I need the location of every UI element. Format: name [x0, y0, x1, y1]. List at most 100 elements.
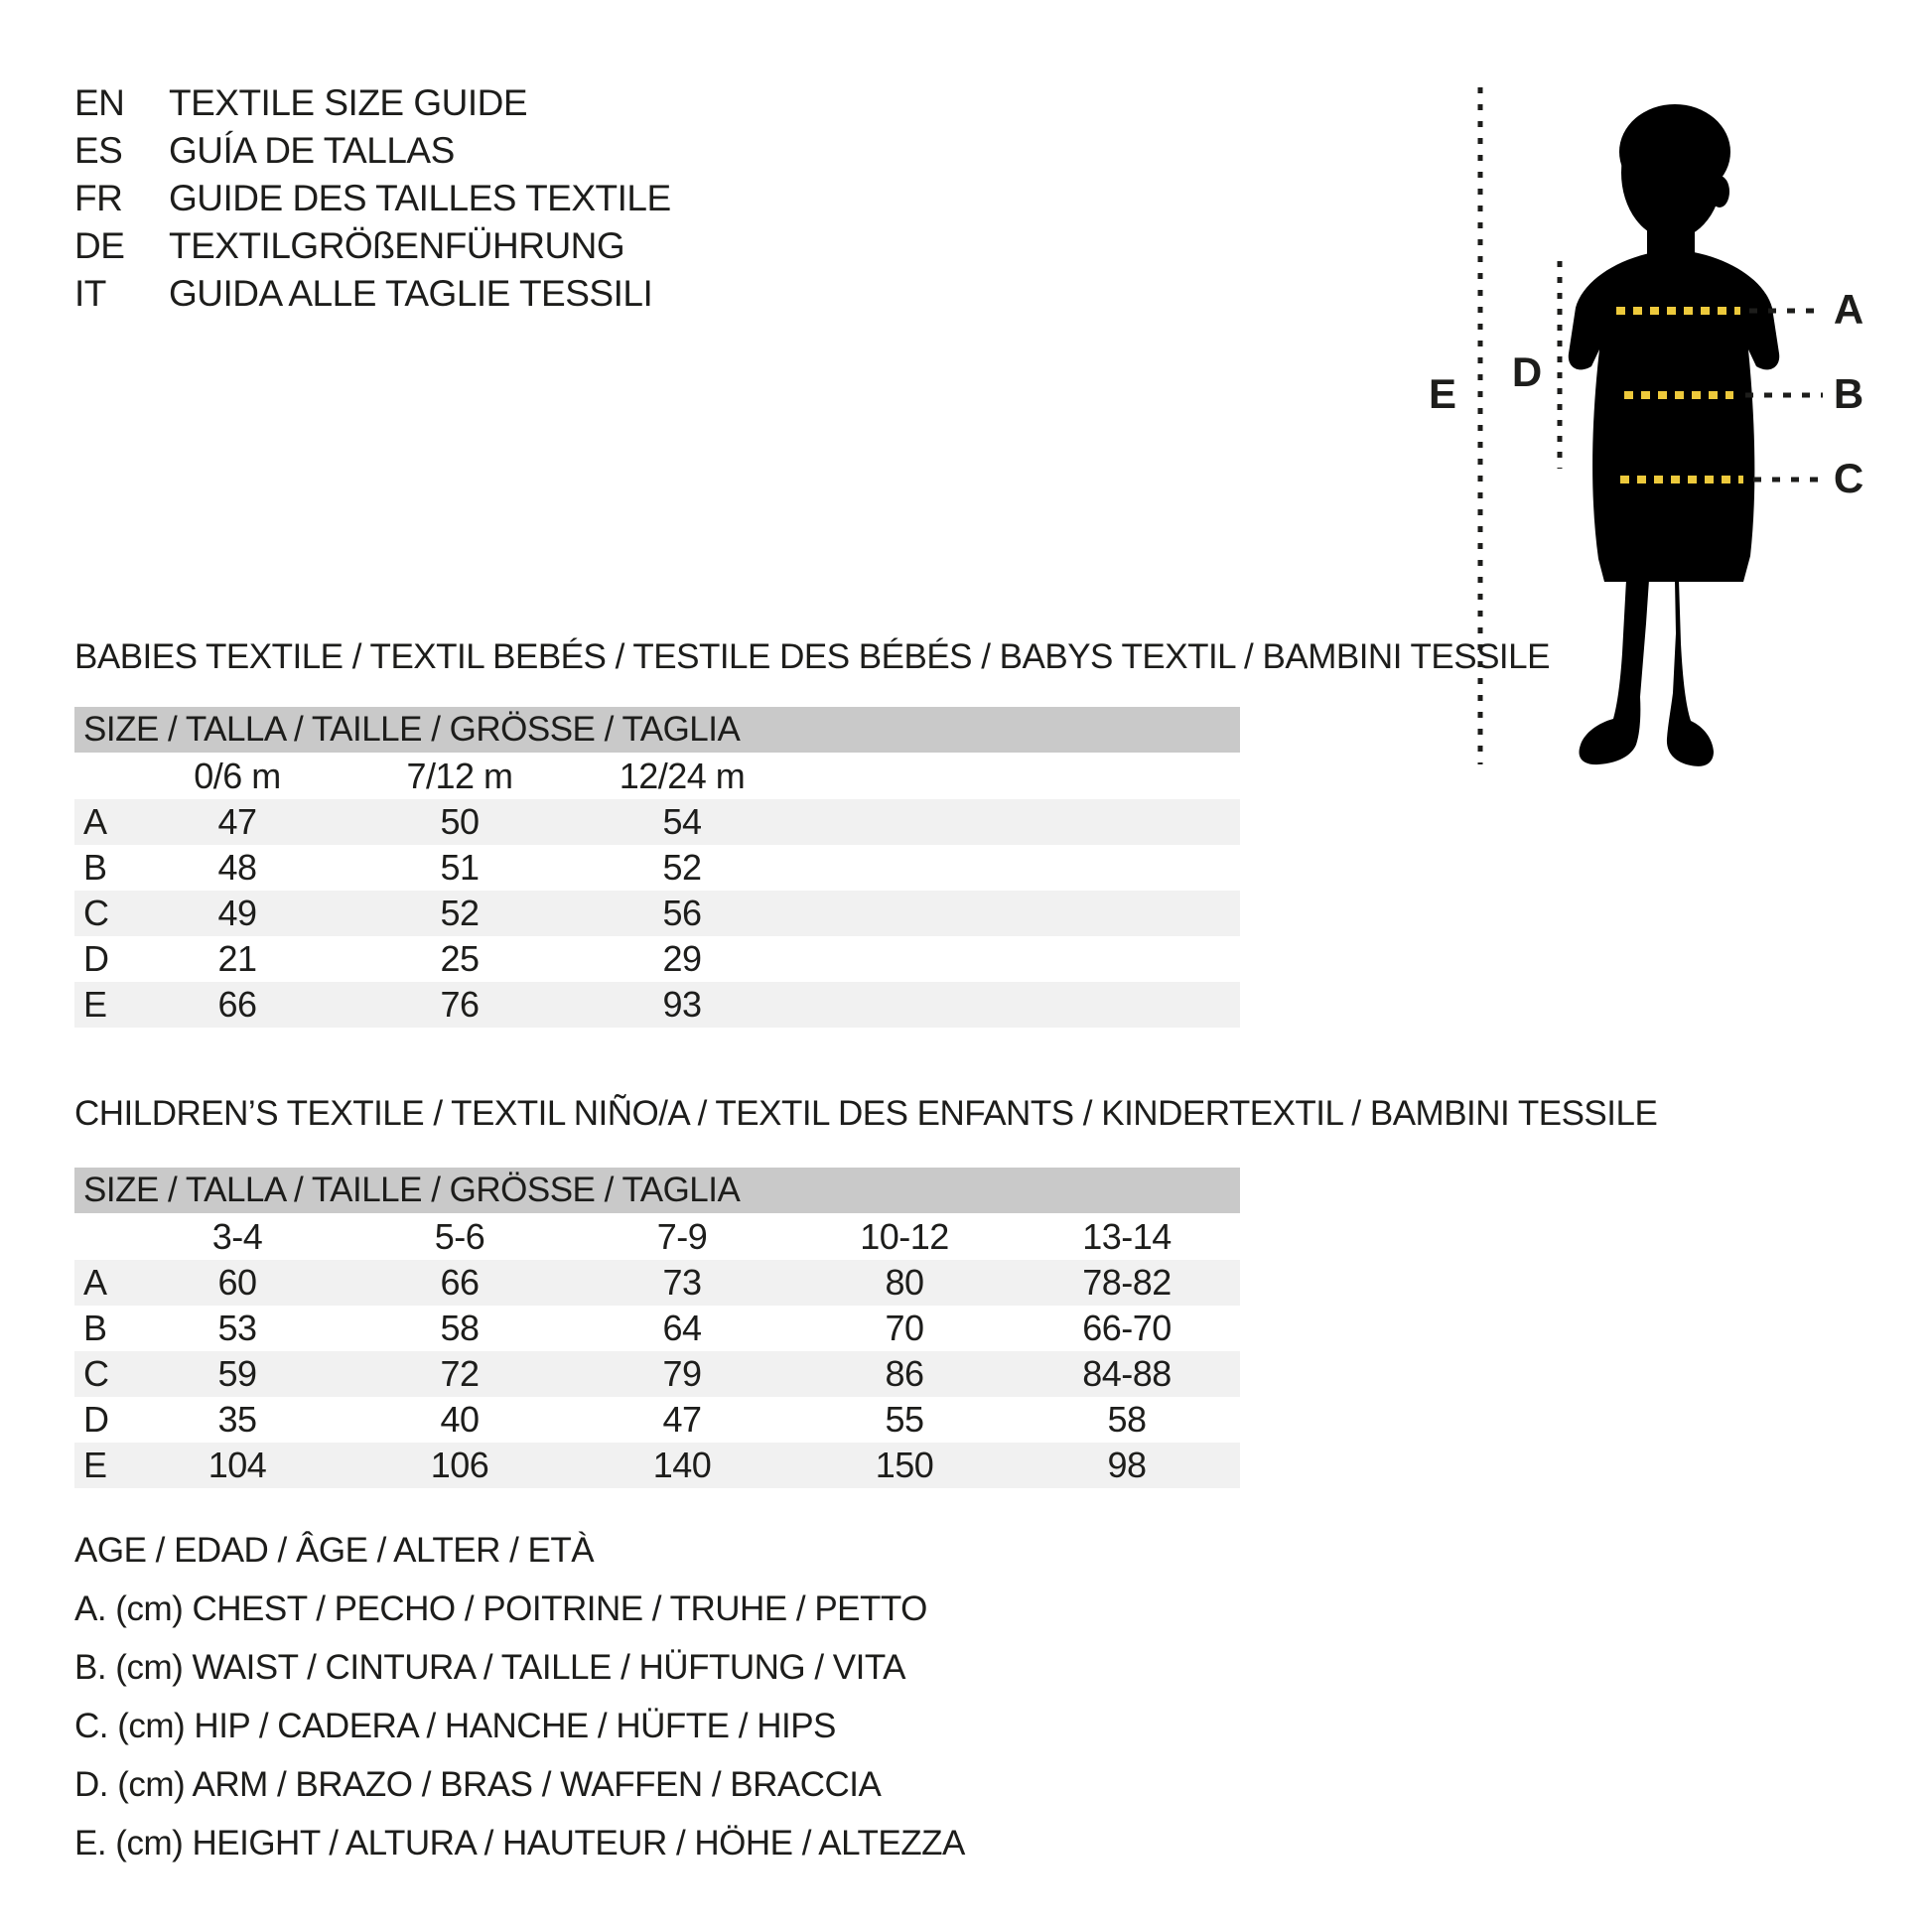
language-row-de: DE TEXTILGRÖßENFÜHRUNG	[74, 222, 671, 270]
row-label: B	[83, 1308, 107, 1348]
legend-line-height: E. (cm) HEIGHT / ALTURA / HAUTEUR / HÖHE…	[74, 1823, 965, 1863]
legend-line-waist: B. (cm) WAIST / CINTURA / TAILLE / HÜFTU…	[74, 1647, 905, 1687]
column-header: 13-14	[1082, 1215, 1172, 1257]
column-header: 12/24 m	[619, 755, 746, 796]
language-title: GUÍA DE TALLAS	[169, 130, 455, 171]
row-label: B	[83, 847, 107, 888]
row-label: C	[83, 1353, 109, 1394]
babies-size-header-bar: SIZE / TALLA / TAILLE / GRÖSSE / TAGLIA	[74, 707, 1240, 753]
table-cell: 66-70	[1082, 1308, 1172, 1348]
table-cell: 51	[440, 847, 480, 888]
table-cell: 78-82	[1082, 1262, 1172, 1303]
table-cell: 140	[652, 1445, 712, 1485]
language-title: GUIDA ALLE TAGLIE TESSILI	[169, 273, 653, 314]
table-row: B 48 51 52	[74, 845, 1240, 891]
table-cell: 86	[885, 1353, 924, 1394]
table-row: B 53 58 64 70 66-70	[74, 1306, 1240, 1351]
table-cell: 64	[662, 1308, 702, 1348]
column-header: 3-4	[211, 1215, 263, 1257]
children-column-header-row: 3-4 5-6 7-9 10-12 13-14	[74, 1213, 1240, 1260]
babies-section-title: BABIES TEXTILE / TEXTIL BEBÉS / TESTILE …	[74, 637, 1550, 676]
row-label: A	[83, 801, 107, 842]
language-row-fr: FR GUIDE DES TAILLES TEXTILE	[74, 175, 671, 222]
table-cell: 48	[217, 847, 257, 888]
language-row-en: EN TEXTILE SIZE GUIDE	[74, 79, 671, 127]
legend-line-age: AGE / EDAD / ÂGE / ALTER / ETÀ	[74, 1530, 595, 1570]
children-size-table: SIZE / TALLA / TAILLE / GRÖSSE / TAGLIA …	[74, 1168, 1240, 1488]
table-cell: 73	[662, 1262, 702, 1303]
children-size-header-bar: SIZE / TALLA / TAILLE / GRÖSSE / TAGLIA	[74, 1168, 1240, 1213]
height-label: E	[1429, 370, 1456, 417]
waist-label: B	[1834, 370, 1863, 417]
row-label: E	[83, 1445, 107, 1485]
column-header: 10-12	[860, 1215, 949, 1257]
table-row: C 49 52 56	[74, 891, 1240, 936]
table-cell: 21	[217, 938, 257, 979]
legend-line-chest: A. (cm) CHEST / PECHO / POITRINE / TRUHE…	[74, 1588, 927, 1628]
table-cell: 50	[440, 801, 480, 842]
table-cell: 76	[440, 984, 480, 1025]
table-cell: 80	[885, 1262, 924, 1303]
table-cell: 35	[217, 1399, 257, 1440]
row-label: A	[83, 1262, 107, 1303]
hip-label: C	[1834, 455, 1863, 501]
table-row: D 35 40 47 55 58	[74, 1397, 1240, 1443]
measurement-diagram: A B C D E	[1429, 87, 1863, 766]
table-cell: 53	[217, 1308, 257, 1348]
table-cell: 52	[662, 847, 702, 888]
table-cell: 72	[440, 1353, 480, 1394]
table-cell: 59	[217, 1353, 257, 1394]
table-cell: 25	[440, 938, 480, 979]
babies-column-header-row: 0/6 m 7/12 m 12/24 m	[74, 753, 1240, 799]
language-code: FR	[74, 178, 123, 218]
language-title: TEXTILGRÖßENFÜHRUNG	[169, 225, 625, 266]
language-title: TEXTILE SIZE GUIDE	[169, 82, 528, 123]
language-guide: EN TEXTILE SIZE GUIDE ES GUÍA DE TALLAS …	[74, 79, 671, 318]
language-code: EN	[74, 82, 125, 123]
table-row: A 60 66 73 80 78-82	[74, 1260, 1240, 1306]
table-row: E 104 106 140 150 98	[74, 1443, 1240, 1488]
children-section-title: CHILDREN’S TEXTILE / TEXTIL NIÑO/A / TEX…	[74, 1094, 1658, 1133]
table-cell: 150	[875, 1445, 934, 1485]
column-header: 0/6 m	[194, 755, 281, 796]
legend-line-hip: C. (cm) HIP / CADERA / HANCHE / HÜFTE / …	[74, 1706, 836, 1745]
table-cell: 58	[440, 1308, 480, 1348]
column-header: 7/12 m	[406, 755, 513, 796]
table-cell: 56	[662, 893, 702, 933]
table-cell: 79	[662, 1353, 702, 1394]
column-header: 7-9	[656, 1215, 708, 1257]
table-cell: 40	[440, 1399, 480, 1440]
row-label: D	[83, 938, 109, 979]
table-cell: 70	[885, 1308, 924, 1348]
column-header: 5-6	[434, 1215, 485, 1257]
measurement-legend: AGE / EDAD / ÂGE / ALTER / ETÀ A. (cm) C…	[74, 1521, 965, 1872]
language-code: ES	[74, 130, 123, 171]
table-cell: 47	[662, 1399, 702, 1440]
table-cell: 104	[207, 1445, 267, 1485]
table-row: E 66 76 93	[74, 982, 1240, 1028]
table-cell: 84-88	[1082, 1353, 1172, 1394]
chest-label: A	[1834, 286, 1863, 333]
language-title: GUIDE DES TAILLES TEXTILE	[169, 178, 671, 218]
language-code: DE	[74, 225, 125, 266]
table-cell: 106	[430, 1445, 489, 1485]
language-row-it: IT GUIDA ALLE TAGLIE TESSILI	[74, 270, 671, 318]
row-label: C	[83, 893, 109, 933]
row-label: E	[83, 984, 107, 1025]
table-cell: 29	[662, 938, 702, 979]
language-code: IT	[74, 273, 106, 314]
table-row: D 21 25 29	[74, 936, 1240, 982]
table-cell: 66	[217, 984, 257, 1025]
table-cell: 52	[440, 893, 480, 933]
babies-size-table: SIZE / TALLA / TAILLE / GRÖSSE / TAGLIA …	[74, 707, 1240, 1028]
table-row: C 59 72 79 86 84-88	[74, 1351, 1240, 1397]
table-cell: 66	[440, 1262, 480, 1303]
table-cell: 60	[217, 1262, 257, 1303]
table-cell: 93	[662, 984, 702, 1025]
table-cell: 58	[1107, 1399, 1147, 1440]
table-cell: 55	[885, 1399, 924, 1440]
row-label: D	[83, 1399, 109, 1440]
table-cell: 54	[662, 801, 702, 842]
legend-line-arm: D. (cm) ARM / BRAZO / BRAS / WAFFEN / BR…	[74, 1764, 882, 1804]
